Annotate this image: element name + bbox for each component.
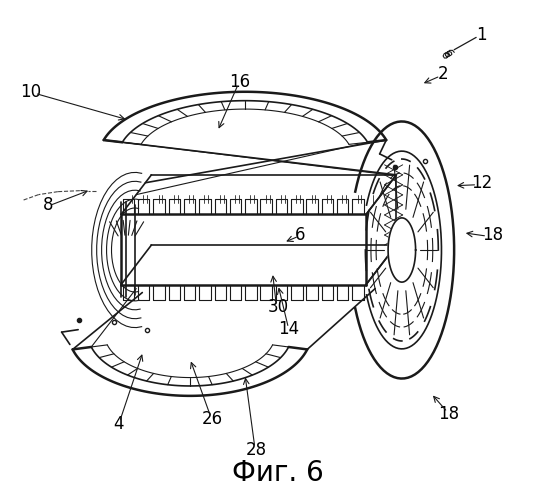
Text: 2: 2 (438, 66, 449, 84)
Text: 18: 18 (438, 405, 459, 423)
Polygon shape (388, 218, 416, 282)
Text: 4: 4 (113, 415, 123, 433)
Text: 6: 6 (295, 226, 305, 244)
Text: 10: 10 (19, 83, 41, 101)
Text: 12: 12 (471, 174, 492, 192)
Text: 28: 28 (245, 442, 266, 459)
Text: 30: 30 (267, 298, 289, 316)
Text: 16: 16 (229, 73, 250, 91)
Text: 8: 8 (43, 196, 53, 214)
Text: 14: 14 (279, 320, 300, 338)
Text: Фиг. 6: Фиг. 6 (232, 460, 324, 487)
Text: 1: 1 (476, 26, 487, 44)
Text: 26: 26 (201, 410, 222, 428)
Text: 18: 18 (482, 226, 503, 244)
